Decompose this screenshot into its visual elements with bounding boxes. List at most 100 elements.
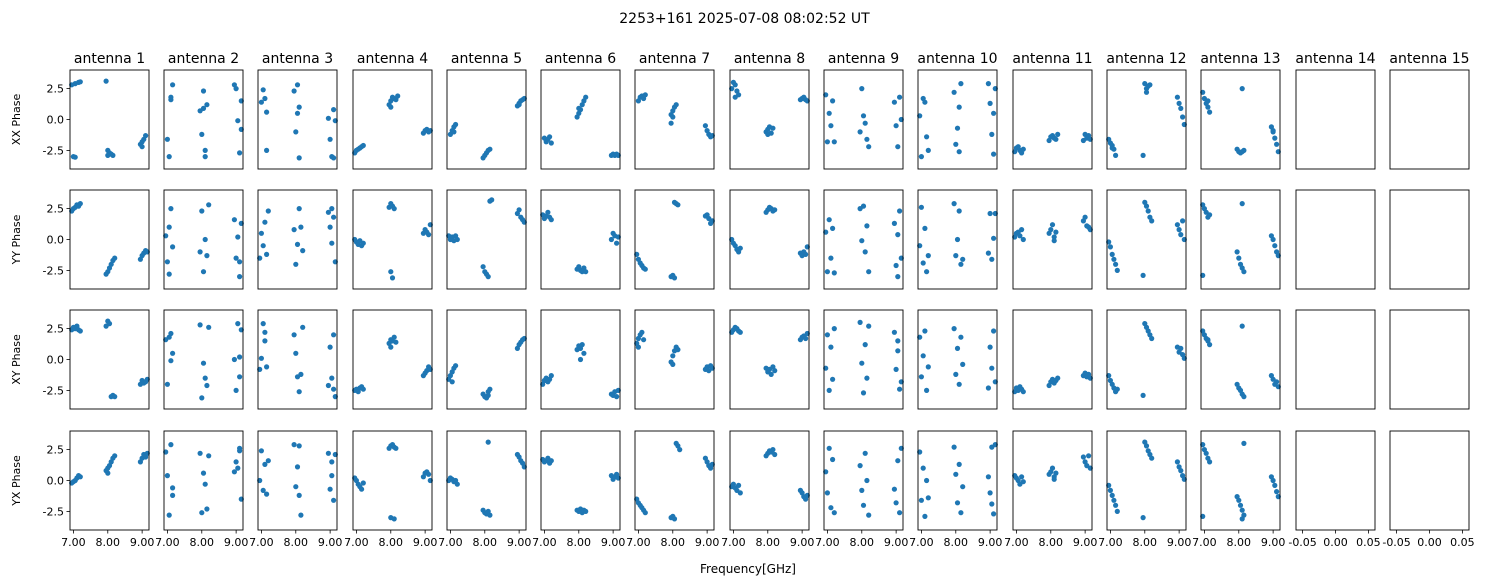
panel-xx-phase-antenna-5 <box>446 69 527 170</box>
x-tick-label: 7.00 <box>1098 536 1123 549</box>
data-point <box>1019 227 1025 233</box>
data-point <box>454 481 460 487</box>
data-point <box>202 147 208 153</box>
data-point <box>895 458 901 464</box>
axes-frame <box>540 430 621 531</box>
axes-frame <box>352 430 433 531</box>
data-point <box>233 86 239 92</box>
data-point <box>1109 492 1115 498</box>
x-tick-label: 7.00 <box>61 536 86 549</box>
x-tick-label: 9.00 <box>1261 536 1286 549</box>
data-point <box>1020 479 1026 485</box>
axes-frame <box>352 309 433 410</box>
panel-xy-phase-antenna-4 <box>352 309 433 410</box>
data-point <box>642 92 648 98</box>
data-point <box>164 381 170 387</box>
panel-xy-phase-antenna-8 <box>729 309 810 410</box>
data-point <box>1174 222 1180 228</box>
data-point <box>331 332 337 338</box>
data-point <box>862 342 868 348</box>
data-point <box>487 146 493 152</box>
data-point <box>737 490 743 496</box>
data-point <box>866 323 872 329</box>
data-point <box>1239 201 1245 207</box>
data-point <box>953 371 959 377</box>
data-point <box>235 465 241 471</box>
data-point <box>1270 477 1276 484</box>
data-point <box>325 450 331 456</box>
data-point <box>1149 218 1155 224</box>
data-point <box>110 152 116 158</box>
antenna-title: antenna 4 <box>357 51 428 67</box>
data-point <box>642 266 648 272</box>
data-point <box>395 93 401 99</box>
x-tick-label: 7.00 <box>344 536 369 549</box>
data-point <box>360 142 366 149</box>
data-point <box>449 379 455 385</box>
data-point <box>231 217 237 223</box>
data-point <box>960 484 966 490</box>
data-point <box>200 360 207 366</box>
data-point <box>199 208 205 214</box>
panel-xy-phase-antenna-2 <box>163 309 244 410</box>
panel-yy-phase-antenna-4 <box>352 189 433 290</box>
x-tick-label: 7.00 <box>1004 536 1029 549</box>
panel-xx-phase-antenna-6 <box>540 69 621 170</box>
data-point <box>204 506 210 512</box>
data-point <box>642 510 648 516</box>
panel-yx-phase-antenna-11: 7.00 8.00 9.00 <box>1004 430 1097 549</box>
data-point <box>1109 145 1115 151</box>
y-tick-label: -2.5 <box>43 144 64 157</box>
data-point <box>1080 454 1086 460</box>
figure-title: 2253+161 2025-07-08 08:02:52 UT <box>619 11 870 27</box>
data-point <box>857 319 863 325</box>
data-point <box>1174 459 1180 465</box>
antenna-title: antenna 8 <box>734 51 805 67</box>
data-point <box>922 225 928 231</box>
data-point <box>168 94 174 100</box>
axes-frame <box>1012 309 1093 410</box>
x-tick-label: 9.00 <box>695 536 720 549</box>
data-point <box>987 344 993 350</box>
antenna-title: antenna 6 <box>545 51 616 67</box>
data-point <box>393 339 399 345</box>
data-point <box>291 442 297 448</box>
axes-frame <box>540 69 621 170</box>
data-point <box>237 374 243 380</box>
data-point <box>1086 453 1092 459</box>
data-point <box>1272 135 1278 141</box>
data-point <box>895 232 901 238</box>
data-point <box>329 473 335 479</box>
data-point <box>857 129 863 135</box>
data-point <box>960 256 966 262</box>
axes-frame <box>1295 309 1376 410</box>
data-point <box>331 107 337 113</box>
data-point <box>1051 234 1057 240</box>
data-point <box>545 209 551 215</box>
data-point <box>895 348 901 354</box>
data-point <box>1274 141 1280 147</box>
data-point <box>293 261 299 267</box>
data-point <box>577 356 584 363</box>
data-point <box>772 207 778 213</box>
data-point <box>327 344 333 350</box>
y-tick-label: 0.0 <box>47 234 65 247</box>
axes-frame <box>729 69 810 170</box>
panel-yy-phase-antenna-12 <box>1106 189 1187 290</box>
data-point <box>1048 227 1054 233</box>
panel-yx-phase-antenna-15: -0.05 0.00 0.05 <box>1382 430 1475 549</box>
data-point <box>485 439 491 445</box>
data-point <box>1237 502 1244 508</box>
panel-yy-phase-antenna-6 <box>540 189 621 290</box>
x-tick-label: 0.05 <box>1356 536 1381 549</box>
axes-frame <box>446 430 527 531</box>
data-point <box>830 225 836 231</box>
data-point <box>956 208 962 214</box>
x-tick-label: 9.00 <box>1167 536 1192 549</box>
data-point <box>170 350 176 356</box>
data-point <box>803 251 809 257</box>
data-point <box>831 326 837 332</box>
data-point <box>164 136 170 142</box>
data-point <box>1241 147 1247 153</box>
panel-grid: antenna 1 antenna 2 antenna 3 antenna 4 ante… <box>10 51 1475 549</box>
